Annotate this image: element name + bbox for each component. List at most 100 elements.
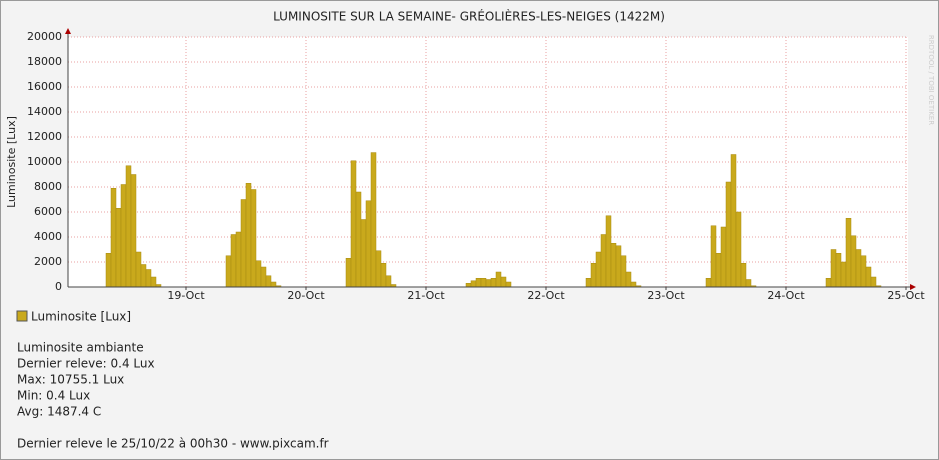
bar [145,269,152,288]
bar [350,160,357,288]
y-tick-label: 12000 [27,130,62,143]
bar [270,281,277,288]
bar [590,263,597,288]
bar [495,271,502,288]
bar [475,278,482,288]
info-line: Dernier releve: 0.4 Lux [17,357,155,371]
y-tick-label: 14000 [27,105,62,118]
x-tick-label: 23-Oct [647,289,685,302]
bar [140,264,147,288]
x-tick-label: 19-Oct [167,289,205,302]
bar [150,276,157,288]
x-tick-label: 25-Oct [887,289,925,302]
info-line: Luminosite ambiante [17,341,144,355]
x-arrow [910,284,916,290]
y-tick-label: 16000 [27,80,62,93]
x-tick-label: 24-Oct [767,289,805,302]
y-tick-label: 10000 [27,155,62,168]
grid [68,36,908,288]
y-tick-label: 8000 [34,180,62,193]
bar [375,250,382,288]
bar [710,225,717,288]
bar [125,165,132,288]
info-line: Min: 0.4 Lux [17,389,90,403]
bar [585,278,592,288]
bar [105,253,112,288]
bar [500,276,507,288]
y-tick-label: 2000 [34,255,62,268]
bar [630,281,637,288]
bar [470,280,477,288]
bar [855,249,862,288]
y-tick-label: 4000 [34,230,62,243]
bar [600,234,607,288]
bar [705,278,712,288]
bar [595,251,602,288]
bar [230,234,237,288]
bar [480,278,487,288]
bar [740,263,747,288]
bar [265,275,272,288]
bar [485,279,492,288]
bar [725,181,732,288]
footer: Dernier releve le 25/10/22 à 00h30 - www… [17,437,329,451]
y-tick-label: 20000 [27,30,62,43]
bar [245,183,252,288]
chart-title: LUMINOSITE SUR LA SEMAINE- GRÉOLIÈRES-LE… [273,9,665,24]
legend-label: Luminosite [Lux] [31,310,131,324]
bar [240,199,247,288]
bar [365,200,372,288]
bar [360,219,367,288]
bar [620,255,627,288]
bar [225,255,232,288]
bar [235,231,242,288]
bar [355,191,362,288]
bar [380,263,387,288]
bar [850,235,857,288]
watermark: RRDTOOL / TOBI OETIKER [927,35,935,125]
legend-swatch [16,310,28,322]
bar [130,174,137,288]
bar [845,218,852,288]
bar [865,266,872,288]
bar [610,243,617,288]
x-tick-label: 20-Oct [287,289,325,302]
bar [250,189,257,288]
bar [465,283,472,288]
bar [745,279,752,288]
bar [720,226,727,288]
bar [615,245,622,288]
bar [860,255,867,288]
y-tick-label: 0 [55,280,62,293]
bar [115,208,122,288]
bar [135,251,142,288]
bar [260,266,267,288]
info-line: Max: 10755.1 Lux [17,373,124,387]
bar [370,152,377,288]
bar [120,184,127,288]
bar [110,188,117,288]
y-axis-label: Luminosite [Lux] [5,116,18,208]
bar [830,249,837,288]
bar [735,211,742,288]
y-arrow [65,28,71,34]
x-tick-label: 22-Oct [527,289,565,302]
bar [625,271,632,288]
bar [505,281,512,288]
bar [840,261,847,288]
y-tick-label: 6000 [34,205,62,218]
bar [870,276,877,288]
bar [715,253,722,288]
bar [255,260,262,288]
bar [490,278,497,288]
bar [730,154,737,288]
bar [385,275,392,288]
bar [825,278,832,288]
y-tick-label: 18000 [27,55,62,68]
bar [835,253,842,288]
x-tick-label: 21-Oct [407,289,445,302]
info-line: Avg: 1487.4 C [17,405,101,419]
bar [345,258,352,288]
